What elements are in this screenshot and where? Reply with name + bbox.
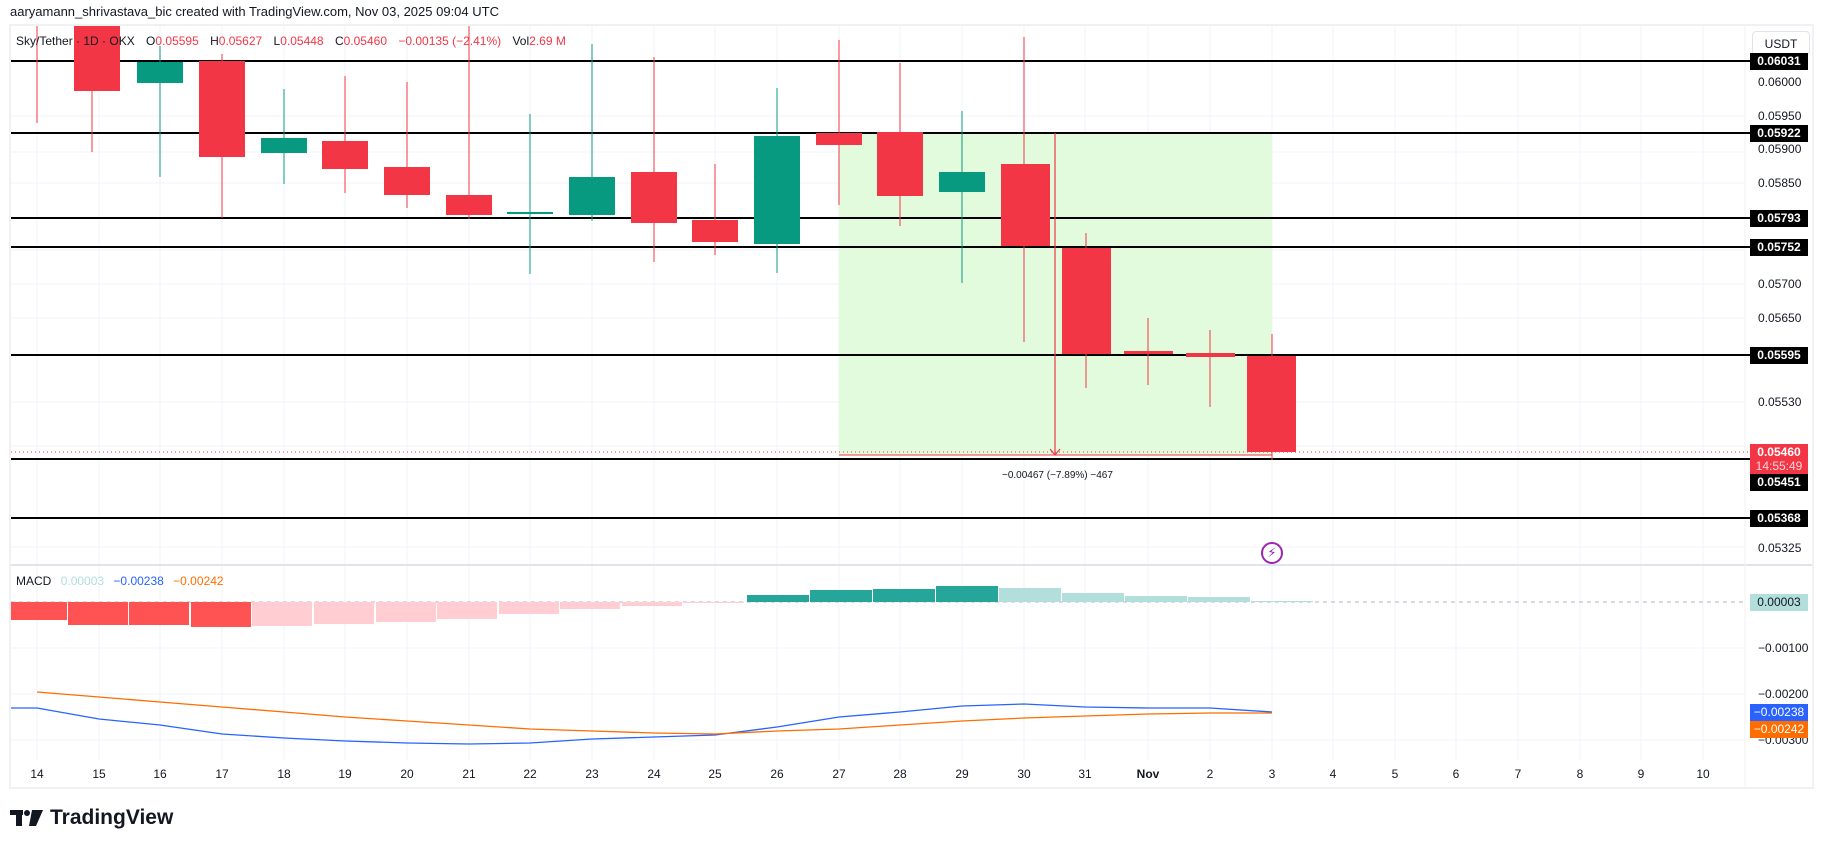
level-tag[interactable]: 0.05793 — [1750, 210, 1808, 227]
price-axis-label: 0.05900 — [1758, 142, 1802, 156]
macd-legend[interactable]: MACD 0.00003 −0.00238 −0.00242 — [16, 574, 224, 588]
brand-name: TradingView — [50, 806, 174, 829]
time-axis-label: 17 — [215, 767, 229, 781]
volume-value: 2.69 M — [529, 34, 566, 48]
level-tag[interactable]: 0.05368 — [1750, 510, 1808, 527]
time-axis-label: 7 — [1514, 767, 1522, 781]
time-axis-label: 10 — [1696, 767, 1710, 781]
level-tag[interactable]: 0.05922 — [1750, 125, 1808, 142]
low-value: 0.05448 — [280, 34, 324, 48]
high-value: 0.05627 — [218, 34, 263, 48]
time-axis-label: 9 — [1637, 767, 1645, 781]
macd-signal-value: −0.00242 — [173, 574, 224, 588]
macd-line-tag: −0.00238 — [1750, 704, 1808, 721]
macd-histogram[interactable] — [11, 586, 1313, 627]
price-axis-label: 0.06000 — [1758, 75, 1802, 89]
measure-arrow[interactable] — [1049, 133, 1061, 456]
time-axis-label: 19 — [338, 767, 352, 781]
symbol-legend[interactable]: Sky/Tether · 1D · OKX O0.05595 H0.05627 … — [16, 34, 566, 48]
price-axis-label: 0.05530 — [1758, 395, 1802, 409]
level-tag[interactable]: 0.05451 — [1750, 474, 1808, 491]
lightning-icon[interactable]: ⚡ — [1261, 542, 1283, 564]
macd-line[interactable] — [11, 703, 1273, 745]
price-axis-label: 0.05650 — [1758, 311, 1802, 325]
time-axis-label: 30 — [1017, 767, 1031, 781]
time-axis-label: 20 — [400, 767, 414, 781]
time-axis-label: 16 — [153, 767, 167, 781]
time-axis-label: 14 — [30, 767, 44, 781]
grid — [11, 26, 1745, 760]
time-axis-label: 24 — [647, 767, 661, 781]
candles[interactable] — [36, 26, 1296, 460]
close-value: 0.05460 — [343, 34, 388, 48]
time-axis-label: 6 — [1452, 767, 1460, 781]
time-axis-label: 2 — [1206, 767, 1214, 781]
bar-countdown: 14:55:49 — [1755, 459, 1803, 473]
price-axis-label: 0.05850 — [1758, 176, 1802, 190]
measure-label: −0.00467 (−7.89%) −467 — [1002, 470, 1113, 481]
price-axis-label: 0.05700 — [1758, 277, 1802, 291]
change-value: −0.00135 (−2.41%) — [398, 34, 502, 48]
time-axis-label: 4 — [1329, 767, 1337, 781]
horizontal-levels[interactable] — [11, 60, 1750, 519]
time-axis-label: 23 — [585, 767, 599, 781]
last-price-value: 0.05460 — [1757, 445, 1801, 459]
time-axis-label: 26 — [770, 767, 784, 781]
macd-title: MACD — [16, 574, 52, 588]
price-axis-label: 0.05325 — [1758, 541, 1802, 555]
time-axis-label: 25 — [708, 767, 722, 781]
level-tag[interactable]: 0.05595 — [1750, 347, 1808, 364]
time-axis-label: 27 — [832, 767, 846, 781]
last-price-tag[interactable]: 0.05460 14:55:49 — [1750, 444, 1808, 474]
macd-axis-label: −0.00200 — [1758, 687, 1809, 701]
tradingview-logo[interactable]: TradingView — [10, 806, 173, 830]
open-value: 0.05595 — [155, 34, 199, 48]
macd-signal-tag: −0.00242 — [1750, 721, 1808, 738]
level-tag[interactable]: 0.06031 — [1750, 53, 1808, 70]
time-axis-label: 28 — [893, 767, 907, 781]
time-axis-label: 18 — [277, 767, 291, 781]
price-axis-label: 0.05950 — [1758, 109, 1802, 123]
time-axis-label: 8 — [1576, 767, 1584, 781]
signal-line[interactable] — [36, 691, 1272, 735]
time-axis-label: Nov — [1136, 767, 1160, 781]
time-axis-label: 15 — [92, 767, 106, 781]
macd-axis-label: −0.00100 — [1758, 641, 1809, 655]
macd-hist-value: 0.00003 — [60, 574, 105, 588]
time-axis-label: 3 — [1268, 767, 1276, 781]
chart-frame — [9, 24, 1814, 789]
chart-credit: aaryamann_shrivastava_bic created with T… — [10, 4, 499, 19]
tradingview-logo-icon — [10, 810, 43, 826]
macd-hist-tag: 0.00003 — [1750, 594, 1808, 611]
level-tag[interactable]: 0.05752 — [1750, 239, 1808, 256]
time-axis-label: 31 — [1078, 767, 1092, 781]
time-axis-label: 22 — [523, 767, 537, 781]
time-axis-label: 21 — [462, 767, 476, 781]
macd-value: −0.00238 — [113, 574, 164, 588]
time-axis-label: 5 — [1391, 767, 1399, 781]
symbol-name[interactable]: Sky/Tether · 1D · OKX — [16, 34, 135, 48]
time-axis-label: 29 — [955, 767, 969, 781]
currency-button[interactable]: USDT — [1752, 31, 1810, 55]
